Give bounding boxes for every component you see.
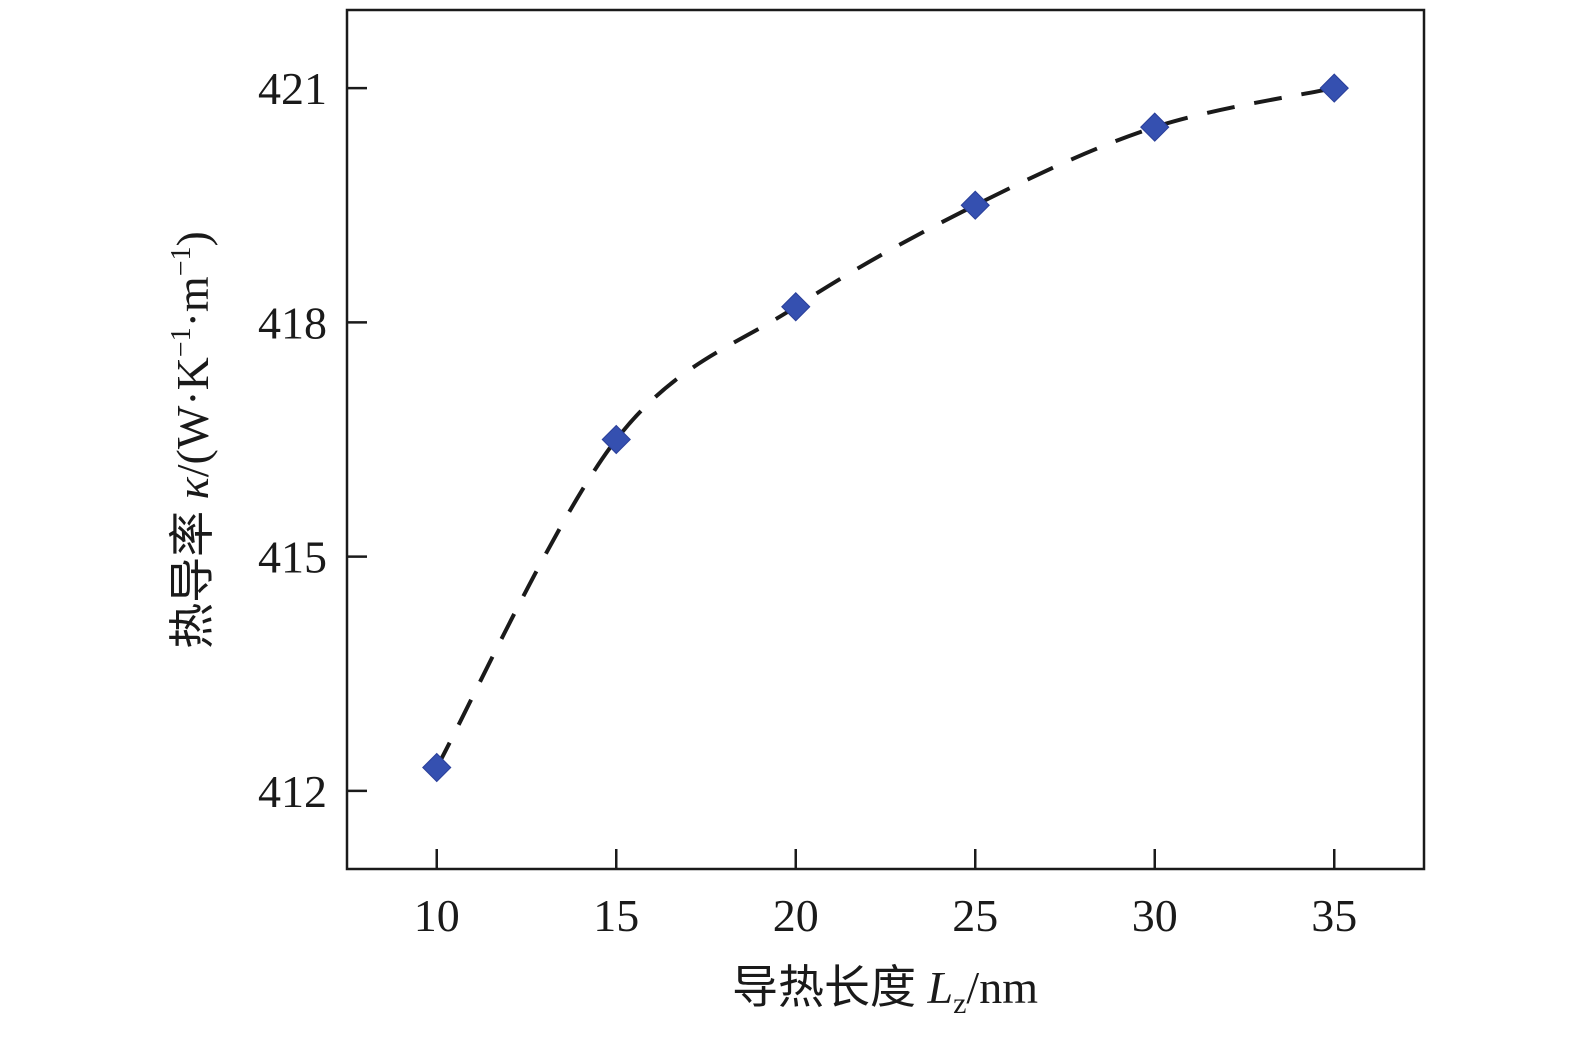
x-tick-label: 15 — [593, 890, 639, 941]
x-tick-label: 25 — [952, 890, 998, 941]
x-axis-title: 导热长度 Lz/nm — [732, 962, 1038, 1020]
series-markers — [422, 73, 1349, 783]
y-axis: 412 415 418 421 — [258, 63, 367, 817]
y-axis-title: 热导率 κ/(W·K−1·m−1) — [166, 231, 218, 649]
y-tick-label: 412 — [258, 766, 327, 817]
data-point — [422, 752, 452, 783]
y-tick-label: 415 — [258, 532, 327, 583]
data-point — [1319, 73, 1349, 103]
series-line — [434, 86, 1335, 769]
x-tick-label: 30 — [1132, 890, 1178, 941]
data-point — [601, 424, 631, 455]
data-point — [781, 292, 811, 322]
plot-frame — [345, 8, 1426, 871]
y-tick-label: 421 — [258, 63, 327, 114]
x-tick-label: 35 — [1311, 890, 1357, 941]
data-point — [1140, 112, 1170, 142]
data-point — [960, 190, 990, 220]
x-axis: 10 15 20 25 30 35 — [414, 849, 1357, 941]
y-tick-label: 418 — [258, 297, 327, 348]
x-tick-label: 10 — [414, 890, 460, 941]
x-tick-label: 20 — [773, 890, 819, 941]
